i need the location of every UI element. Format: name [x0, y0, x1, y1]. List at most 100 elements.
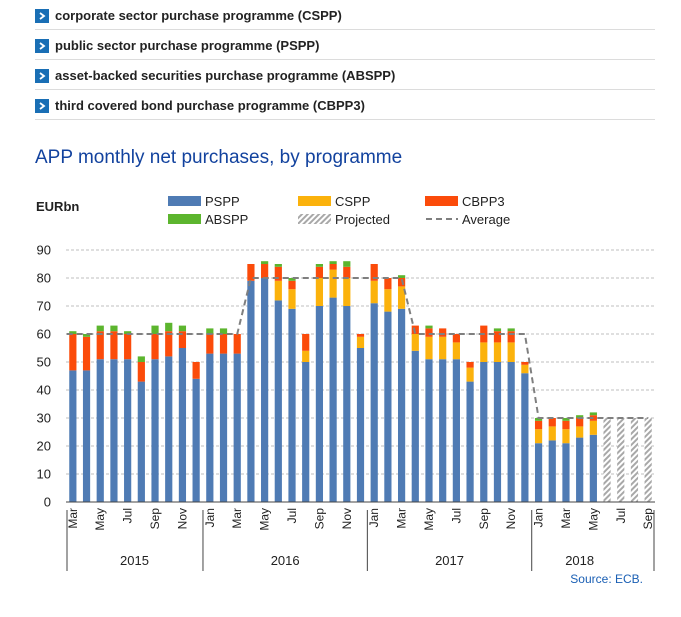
bar-pspp — [356, 348, 365, 502]
bar-pspp — [247, 280, 255, 502]
link-label: corporate sector purchase programme (CSP… — [55, 8, 342, 23]
y-tick-label: 10 — [37, 467, 51, 482]
bar-pspp — [370, 303, 378, 502]
x-tick-label: Jul — [121, 508, 135, 523]
x-tick-label: Nov — [504, 508, 518, 529]
bar-pspp — [96, 359, 104, 502]
y-axis-label: EURbn — [36, 199, 79, 214]
bar-cspp — [562, 429, 570, 444]
bar-abspp — [329, 261, 337, 264]
legend-swatch-abspp — [168, 214, 201, 224]
bar-cbpp3 — [82, 336, 91, 371]
bar-pspp — [397, 308, 406, 502]
bar-cbpp3 — [192, 362, 200, 379]
bar-cbpp3 — [534, 420, 543, 430]
bar-abspp — [124, 331, 132, 334]
bar-cspp — [480, 342, 488, 362]
x-tick-label: May — [93, 508, 107, 531]
bar-abspp — [151, 325, 159, 334]
legend-swatch-cbpp3 — [425, 196, 458, 206]
bar-cspp — [329, 269, 337, 298]
bar-pspp — [261, 278, 269, 502]
bar-cbpp3 — [356, 334, 365, 337]
bar-abspp — [315, 264, 324, 267]
bar-cbpp3 — [247, 264, 255, 281]
link-pspp[interactable]: public sector purchase programme (PSPP) — [35, 30, 655, 60]
bar-abspp — [562, 418, 570, 421]
bar-cspp — [370, 280, 378, 304]
bar-pspp — [151, 359, 159, 502]
y-tick-label: 40 — [37, 383, 51, 398]
bar-pspp — [439, 359, 447, 502]
bar-cbpp3 — [466, 362, 474, 368]
x-tick-label: Sep — [148, 508, 162, 530]
bar-pspp — [302, 362, 310, 502]
source-note: Source: ECB. — [570, 572, 643, 586]
x-tick-label: Nov — [340, 508, 354, 529]
bar-abspp — [206, 328, 214, 334]
bar-abspp — [343, 261, 351, 267]
link-cbpp3[interactable]: third covered bond purchase programme (C… — [35, 90, 655, 120]
bar-cbpp3 — [165, 331, 173, 357]
bar-pspp — [69, 370, 77, 502]
bar-cbpp3 — [69, 334, 77, 371]
link-label: asset-backed securities purchase program… — [55, 68, 396, 83]
chevron-right-icon — [35, 38, 49, 53]
y-tick-label: 30 — [37, 411, 51, 426]
bar-cbpp3 — [370, 264, 378, 281]
bar-abspp — [589, 412, 597, 416]
y-tick-label: 0 — [44, 495, 51, 510]
bar-cbpp3 — [261, 264, 269, 278]
x-tick-label: Jan — [203, 508, 217, 527]
bar-pspp — [548, 440, 556, 502]
link-abspp[interactable]: asset-backed securities purchase program… — [35, 60, 655, 90]
y-tick-label: 60 — [37, 327, 51, 342]
bar-cbpp3 — [274, 266, 282, 281]
bar-abspp — [507, 328, 515, 332]
bar-pspp — [589, 434, 597, 502]
bar-cspp — [384, 289, 392, 312]
bar-cbpp3 — [521, 362, 529, 365]
bar-cbpp3 — [124, 334, 132, 360]
bar-cspp — [397, 286, 406, 309]
bar-pspp — [124, 359, 132, 502]
link-cspp[interactable]: corporate sector purchase programme (CSP… — [35, 0, 655, 30]
y-tick-label: 70 — [37, 299, 51, 314]
bar-abspp — [274, 264, 282, 267]
bar-projected — [603, 418, 611, 502]
x-tick-label: Mar — [559, 508, 573, 529]
x-tick-label: Mar — [395, 508, 409, 529]
legend-label-cbpp3: CBPP3 — [462, 194, 505, 209]
bar-pspp — [507, 362, 515, 502]
bar-cspp — [507, 342, 515, 362]
bar-cspp — [439, 336, 447, 360]
bar-cbpp3 — [562, 420, 570, 430]
bar-cbpp3 — [137, 362, 145, 382]
bar-cspp — [288, 289, 296, 309]
chevron-right-icon — [35, 8, 49, 23]
legend-label-abspp: ABSPP — [205, 212, 248, 227]
bar-abspp — [576, 415, 584, 418]
bar-cbpp3 — [548, 418, 556, 427]
x-tick-label: May — [422, 508, 436, 531]
bar-cspp — [576, 426, 584, 438]
bar-cspp — [493, 342, 502, 362]
bar-abspp — [96, 325, 104, 332]
bar-projected — [644, 418, 652, 502]
bar-cbpp3 — [439, 328, 447, 337]
bar-projected — [617, 418, 625, 502]
bar-cspp — [343, 278, 351, 306]
bar-pspp — [452, 359, 460, 502]
bar-cspp — [411, 334, 419, 351]
bar-cspp — [356, 336, 365, 348]
legend-label-average: Average — [462, 212, 510, 227]
bar-pspp — [192, 378, 200, 502]
x-tick-label: Sep — [312, 508, 326, 530]
x-tick-label: Sep — [477, 508, 491, 530]
year-label: 2016 — [271, 553, 300, 568]
bar-cspp — [466, 367, 474, 382]
legend-swatch-cspp — [298, 196, 331, 206]
bar-cspp — [302, 350, 310, 362]
bar-pspp — [315, 306, 324, 502]
average-line — [66, 277, 649, 419]
